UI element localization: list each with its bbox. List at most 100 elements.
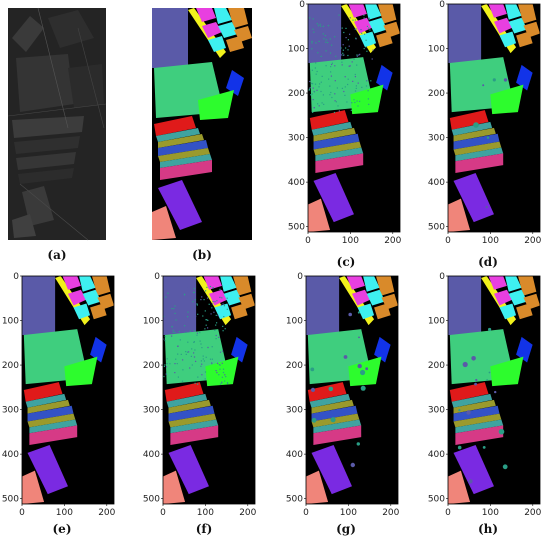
classification-map-c-noise-dot: [311, 48, 313, 50]
classification-map-f-noise-dot: [164, 364, 166, 366]
classification-map-c-noise-dot: [317, 52, 319, 54]
classification-map-c-noise-dot: [321, 75, 323, 77]
classification-map-g-region-21: [306, 470, 329, 504]
classification-map-c-noise-dot: [309, 80, 311, 83]
classification-map-f-noise-dot: [165, 296, 167, 298]
classification-map-e-region-9: [73, 303, 91, 320]
classification-map-c-noise-dot: [312, 28, 314, 30]
gt-region-14: [156, 128, 200, 142]
classification-map-c-noise-dot: [318, 40, 320, 42]
classification-map-g-noise-blob: [357, 311, 360, 314]
classification-map-h-x-tick-label: 0: [445, 508, 451, 518]
classification-map-c-noise-dot: [318, 105, 320, 107]
panel-a: [7, 7, 107, 241]
classification-map-g-noise-blob: [365, 367, 369, 371]
classification-map-f-noise-dot: [201, 374, 203, 376]
classification-map-f-region-3: [203, 276, 222, 290]
classification-map-f-noise-dot: [174, 372, 176, 374]
classification-map-c-x-tick-label: 100: [342, 236, 359, 246]
classification-map-f-noise-dot: [206, 286, 208, 288]
classification-map-e-region-12: [64, 356, 98, 387]
classification-map-f-noise-dot: [219, 351, 222, 353]
classification-map-c-noise-dot: [355, 87, 357, 89]
classification-map-e-region-17: [27, 413, 76, 428]
classification-map-h-region-16: [453, 405, 500, 422]
classification-map-f-noise-dot: [215, 314, 217, 316]
classification-map-f-noise-dot: [219, 296, 221, 298]
classification-map-c-noise-dot: [347, 39, 349, 41]
classification-map-c-noise-dot: [366, 25, 368, 27]
gt-region-19: [160, 160, 212, 180]
classification-map-f-noise-dot: [201, 347, 203, 349]
classification-map-g-region-14: [309, 393, 351, 408]
classification-map-f-region-10: [231, 303, 248, 320]
classification-map-f-noise-dot: [215, 334, 217, 337]
classification-map-c-noise-dot: [354, 28, 356, 30]
classification-map-c-noise-dot: [320, 25, 322, 27]
classification-map-f-noise-dot: [185, 351, 187, 353]
classification-map-f-noise-dot: [196, 303, 198, 305]
gt-region-11: [226, 70, 244, 96]
classification-map-c-noise-dot: [370, 80, 372, 82]
classification-map-f-y-tick-label: 0: [154, 272, 160, 282]
classification-map-f-noise-dot: [172, 297, 174, 299]
classification-map-f-noise-dot: [175, 358, 177, 360]
classification-map-f-region-21: [163, 470, 186, 504]
classification-map-c-noise-dot: [353, 99, 355, 101]
classification-map-h-y-tick-label: 100: [428, 317, 445, 327]
classification-map-f-noise-dot: [193, 341, 195, 343]
classification-map-e-y-tick-label: 300: [2, 406, 19, 416]
classification-map-f-noise-dot: [217, 362, 219, 364]
classification-map-c-noise-dot: [321, 51, 323, 53]
classification-map-f-axes-frame: [162, 275, 256, 505]
classification-map-c-noise-dot: [311, 42, 313, 44]
classification-map-c-noise-dot: [316, 70, 318, 73]
classification-map-e-region-0: [22, 276, 56, 335]
classification-map-f-noise-dot: [177, 376, 179, 378]
gt-region-5: [228, 8, 248, 28]
classification-map-c-noise-dot: [322, 33, 324, 35]
classification-map-f-noise-dot: [199, 332, 201, 334]
classification-map-c-noise-dot: [363, 17, 365, 19]
classification-map-f-noise-dot: [193, 356, 196, 358]
classification-map-e-region-19: [29, 425, 78, 446]
classification-map-f-noise-dot: [223, 305, 225, 307]
classification-map-c-noise-dot: [338, 14, 340, 16]
gt-region-7: [218, 22, 238, 38]
classification-map-f-noise-dot: [193, 316, 196, 318]
grayscale-image: [7, 7, 107, 241]
classification-map-d-region-17: [453, 141, 502, 156]
classification-map-d-noise-blob: [486, 136, 490, 139]
classification-map-f-noise-dot: [188, 297, 190, 299]
classification-map-c-noise-dot: [341, 54, 343, 56]
classification-map-c-noise-dot: [344, 86, 346, 88]
classification-map-h-noise-blob: [466, 410, 471, 415]
classification-map-c-region-15: [313, 127, 356, 142]
classification-map-c-noise-dot: [316, 23, 318, 25]
classification-map-f-noise-dot: [205, 319, 207, 321]
classification-map-c-noise-dot: [348, 65, 350, 67]
classification-map-c-noise-dot: [363, 14, 365, 16]
classification-map-f-noise-dot: [197, 383, 199, 385]
classification-map-f-noise-dot: [200, 299, 202, 301]
classification-map-h-noise-blob: [462, 361, 468, 368]
classification-map-f-noise-dot: [186, 351, 189, 353]
classification-map-f-noise-dot: [180, 325, 182, 327]
classification-map-f-noise-dot: [171, 325, 173, 328]
classification-map-c-noise-dot: [358, 54, 360, 56]
classification-map-f-noise-dot: [222, 303, 224, 305]
classification-map-f-noise-dot: [224, 380, 226, 382]
classification-map-c-x-tick-label: 200: [384, 236, 401, 246]
classification-map-d-y-tick-label: 300: [428, 134, 445, 144]
classification-map-h-noise-blob: [488, 371, 491, 374]
classification-map-f-noise-dot: [194, 349, 196, 351]
classification-map-c-noise-dot: [354, 19, 356, 21]
classification-map-c-region-14: [311, 121, 353, 136]
classification-map-f-noise-dot: [208, 303, 210, 305]
classification-map-f-noise-dot: [184, 294, 186, 296]
classification-map-c-region-16: [313, 133, 360, 150]
classification-map-d-region-12: [490, 84, 524, 115]
classification-map-h-region-11: [516, 336, 533, 363]
gt-region-21: [152, 206, 176, 240]
